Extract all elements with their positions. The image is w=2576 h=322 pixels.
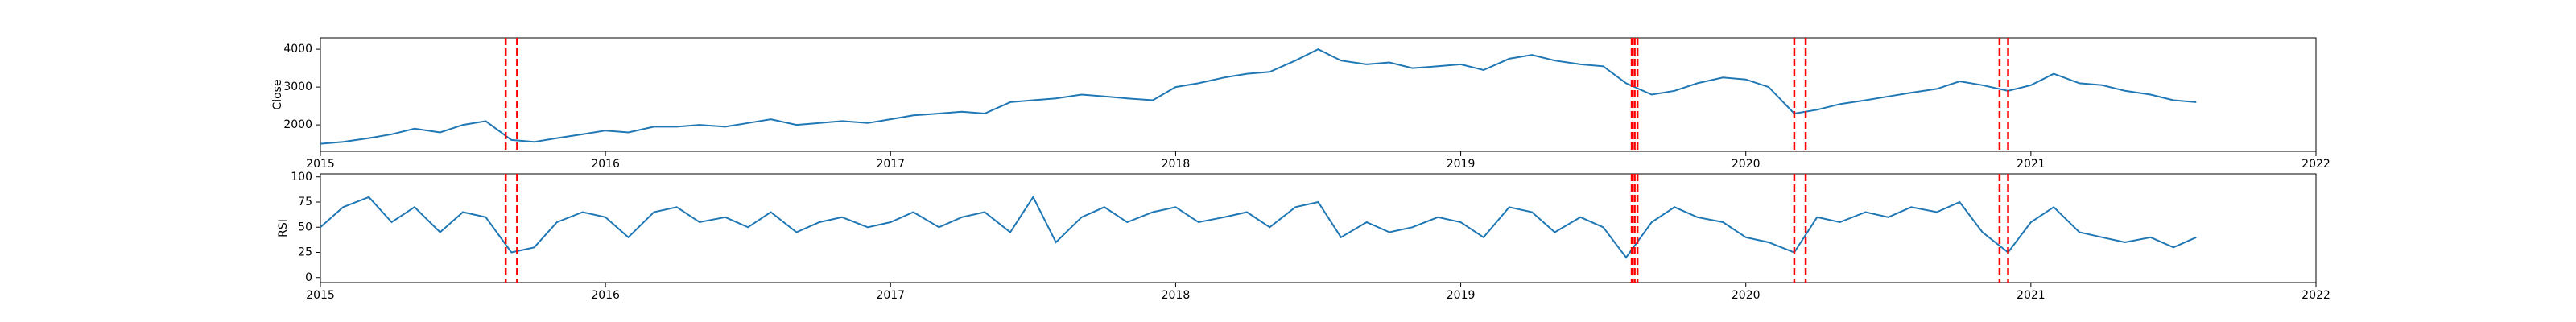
x-tick-label: 2016 [591,289,620,302]
y-tick-label: 0 [305,271,312,284]
x-tick-label: 2021 [2017,289,2046,302]
y-tick-label: 50 [298,221,312,233]
x-tick-label: 2018 [1162,289,1191,302]
x-tick-label: 2022 [2301,158,2330,171]
y-tick-label: 75 [298,196,312,208]
x-tick-label: 2019 [1447,158,1476,171]
axes-frame [320,173,2317,283]
x-tick-label: 2020 [1732,289,1761,302]
x-tick-label: 2017 [876,289,905,302]
x-tick-label: 2016 [591,158,620,171]
x-tick-label: 2017 [876,158,905,171]
y-axis-label: Close [271,79,284,109]
x-tick-label: 2020 [1732,158,1761,171]
y-axis-label: RSI [277,219,290,237]
line-series [320,47,2197,145]
y-tick-label: 2000 [283,118,312,131]
x-tick-label: 2019 [1447,289,1476,302]
y-tick-label: 100 [291,171,312,184]
x-tick-label: 2018 [1162,158,1191,171]
line-series [320,195,2197,259]
y-tick-label: 25 [298,246,312,259]
axes-frame [320,37,2317,152]
x-tick-label: 2021 [2017,158,2046,171]
x-tick-label: 2015 [306,158,335,171]
x-tick-label: 2022 [2301,289,2330,302]
y-tick-label: 3000 [283,80,312,93]
x-tick-label: 2015 [306,289,335,302]
y-tick-label: 4000 [283,43,312,56]
